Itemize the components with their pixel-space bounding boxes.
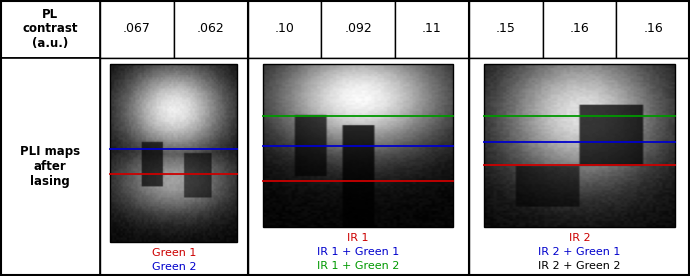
Text: IR 1: IR 1 (347, 233, 369, 243)
Text: .11: .11 (422, 23, 442, 36)
Bar (395, 0, 469, 58)
Bar (174, 0, 248, 58)
Text: IR 2 + Green 2: IR 2 + Green 2 (538, 261, 620, 271)
Bar (110, 64, 237, 242)
Bar (100, 58, 248, 276)
Bar (100, 0, 174, 58)
Bar (616, 0, 690, 58)
Text: IR 2 + Green 1: IR 2 + Green 1 (538, 247, 620, 257)
Text: .067: .067 (123, 23, 151, 36)
Text: .16: .16 (569, 23, 589, 36)
Text: .062: .062 (197, 23, 224, 36)
Bar (0, 0, 100, 58)
Bar (0, 58, 100, 276)
Text: PLI maps
after
lasing: PLI maps after lasing (20, 145, 80, 189)
Text: .16: .16 (643, 23, 663, 36)
Bar (322, 0, 395, 58)
Text: .15: .15 (495, 23, 515, 36)
Text: IR 2: IR 2 (569, 233, 590, 243)
Bar (484, 64, 675, 227)
Bar (469, 58, 690, 276)
Text: .092: .092 (344, 23, 372, 36)
Text: IR 1 + Green 2: IR 1 + Green 2 (317, 261, 400, 271)
Bar (469, 0, 542, 58)
Text: Green 2: Green 2 (152, 262, 196, 272)
Bar (263, 64, 453, 227)
Bar (248, 58, 469, 276)
Text: Green 1: Green 1 (152, 248, 196, 258)
Text: PL
contrast
(a.u.): PL contrast (a.u.) (22, 7, 78, 51)
Text: .10: .10 (275, 23, 295, 36)
Bar (248, 0, 322, 58)
Text: IR 1 + Green 1: IR 1 + Green 1 (317, 247, 400, 257)
Bar (542, 0, 616, 58)
